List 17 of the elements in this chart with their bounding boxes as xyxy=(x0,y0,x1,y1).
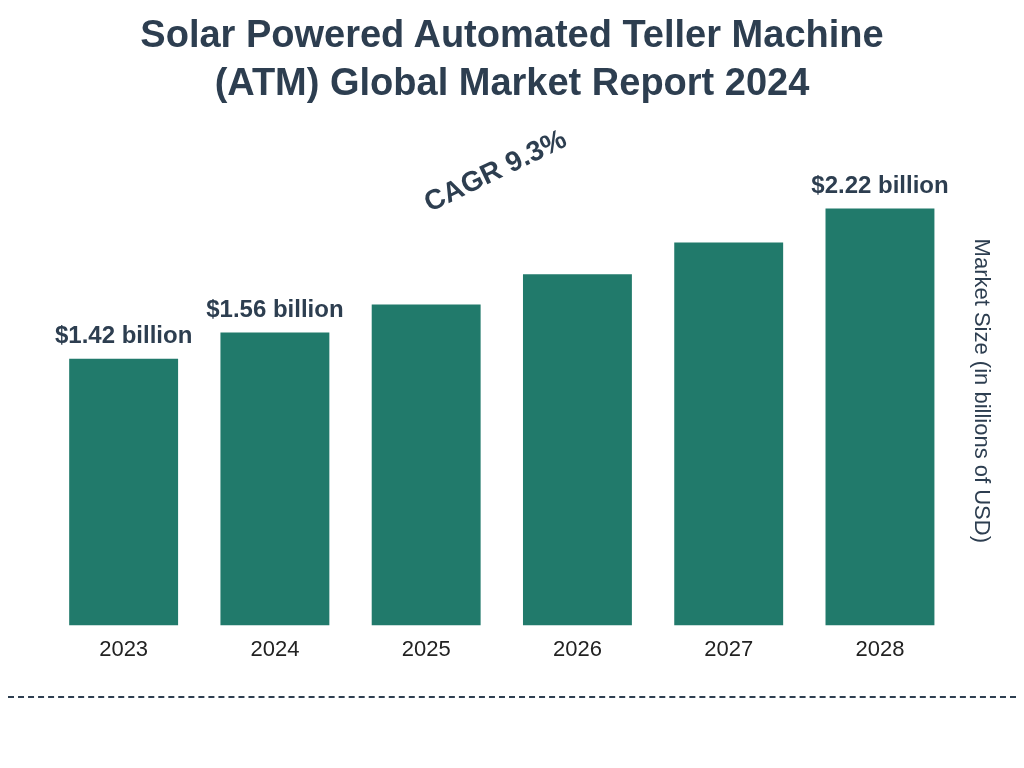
x-tick-label: 2028 xyxy=(855,635,905,661)
bar xyxy=(220,332,330,626)
bar xyxy=(522,274,632,626)
bar xyxy=(69,358,179,626)
data-label: $1.42 billion xyxy=(54,321,193,349)
x-tick-label: 2023 xyxy=(99,635,149,661)
bar xyxy=(825,208,935,626)
y-axis-title: Market Size (in billions of USD) xyxy=(969,238,995,544)
x-tick-label: 2025 xyxy=(401,635,451,661)
x-tick-label: 2027 xyxy=(704,635,754,661)
chart-title: Solar Powered Automated Teller Machine (ATM) Global Market Report 2024 xyxy=(139,12,885,105)
bar xyxy=(674,242,784,626)
data-label: $1.56 billion xyxy=(206,295,344,323)
x-tick-label: 2024 xyxy=(250,635,300,661)
bar xyxy=(371,304,481,626)
data-label: $2.22 billion xyxy=(811,171,949,199)
x-tick-label: 2026 xyxy=(552,635,602,661)
